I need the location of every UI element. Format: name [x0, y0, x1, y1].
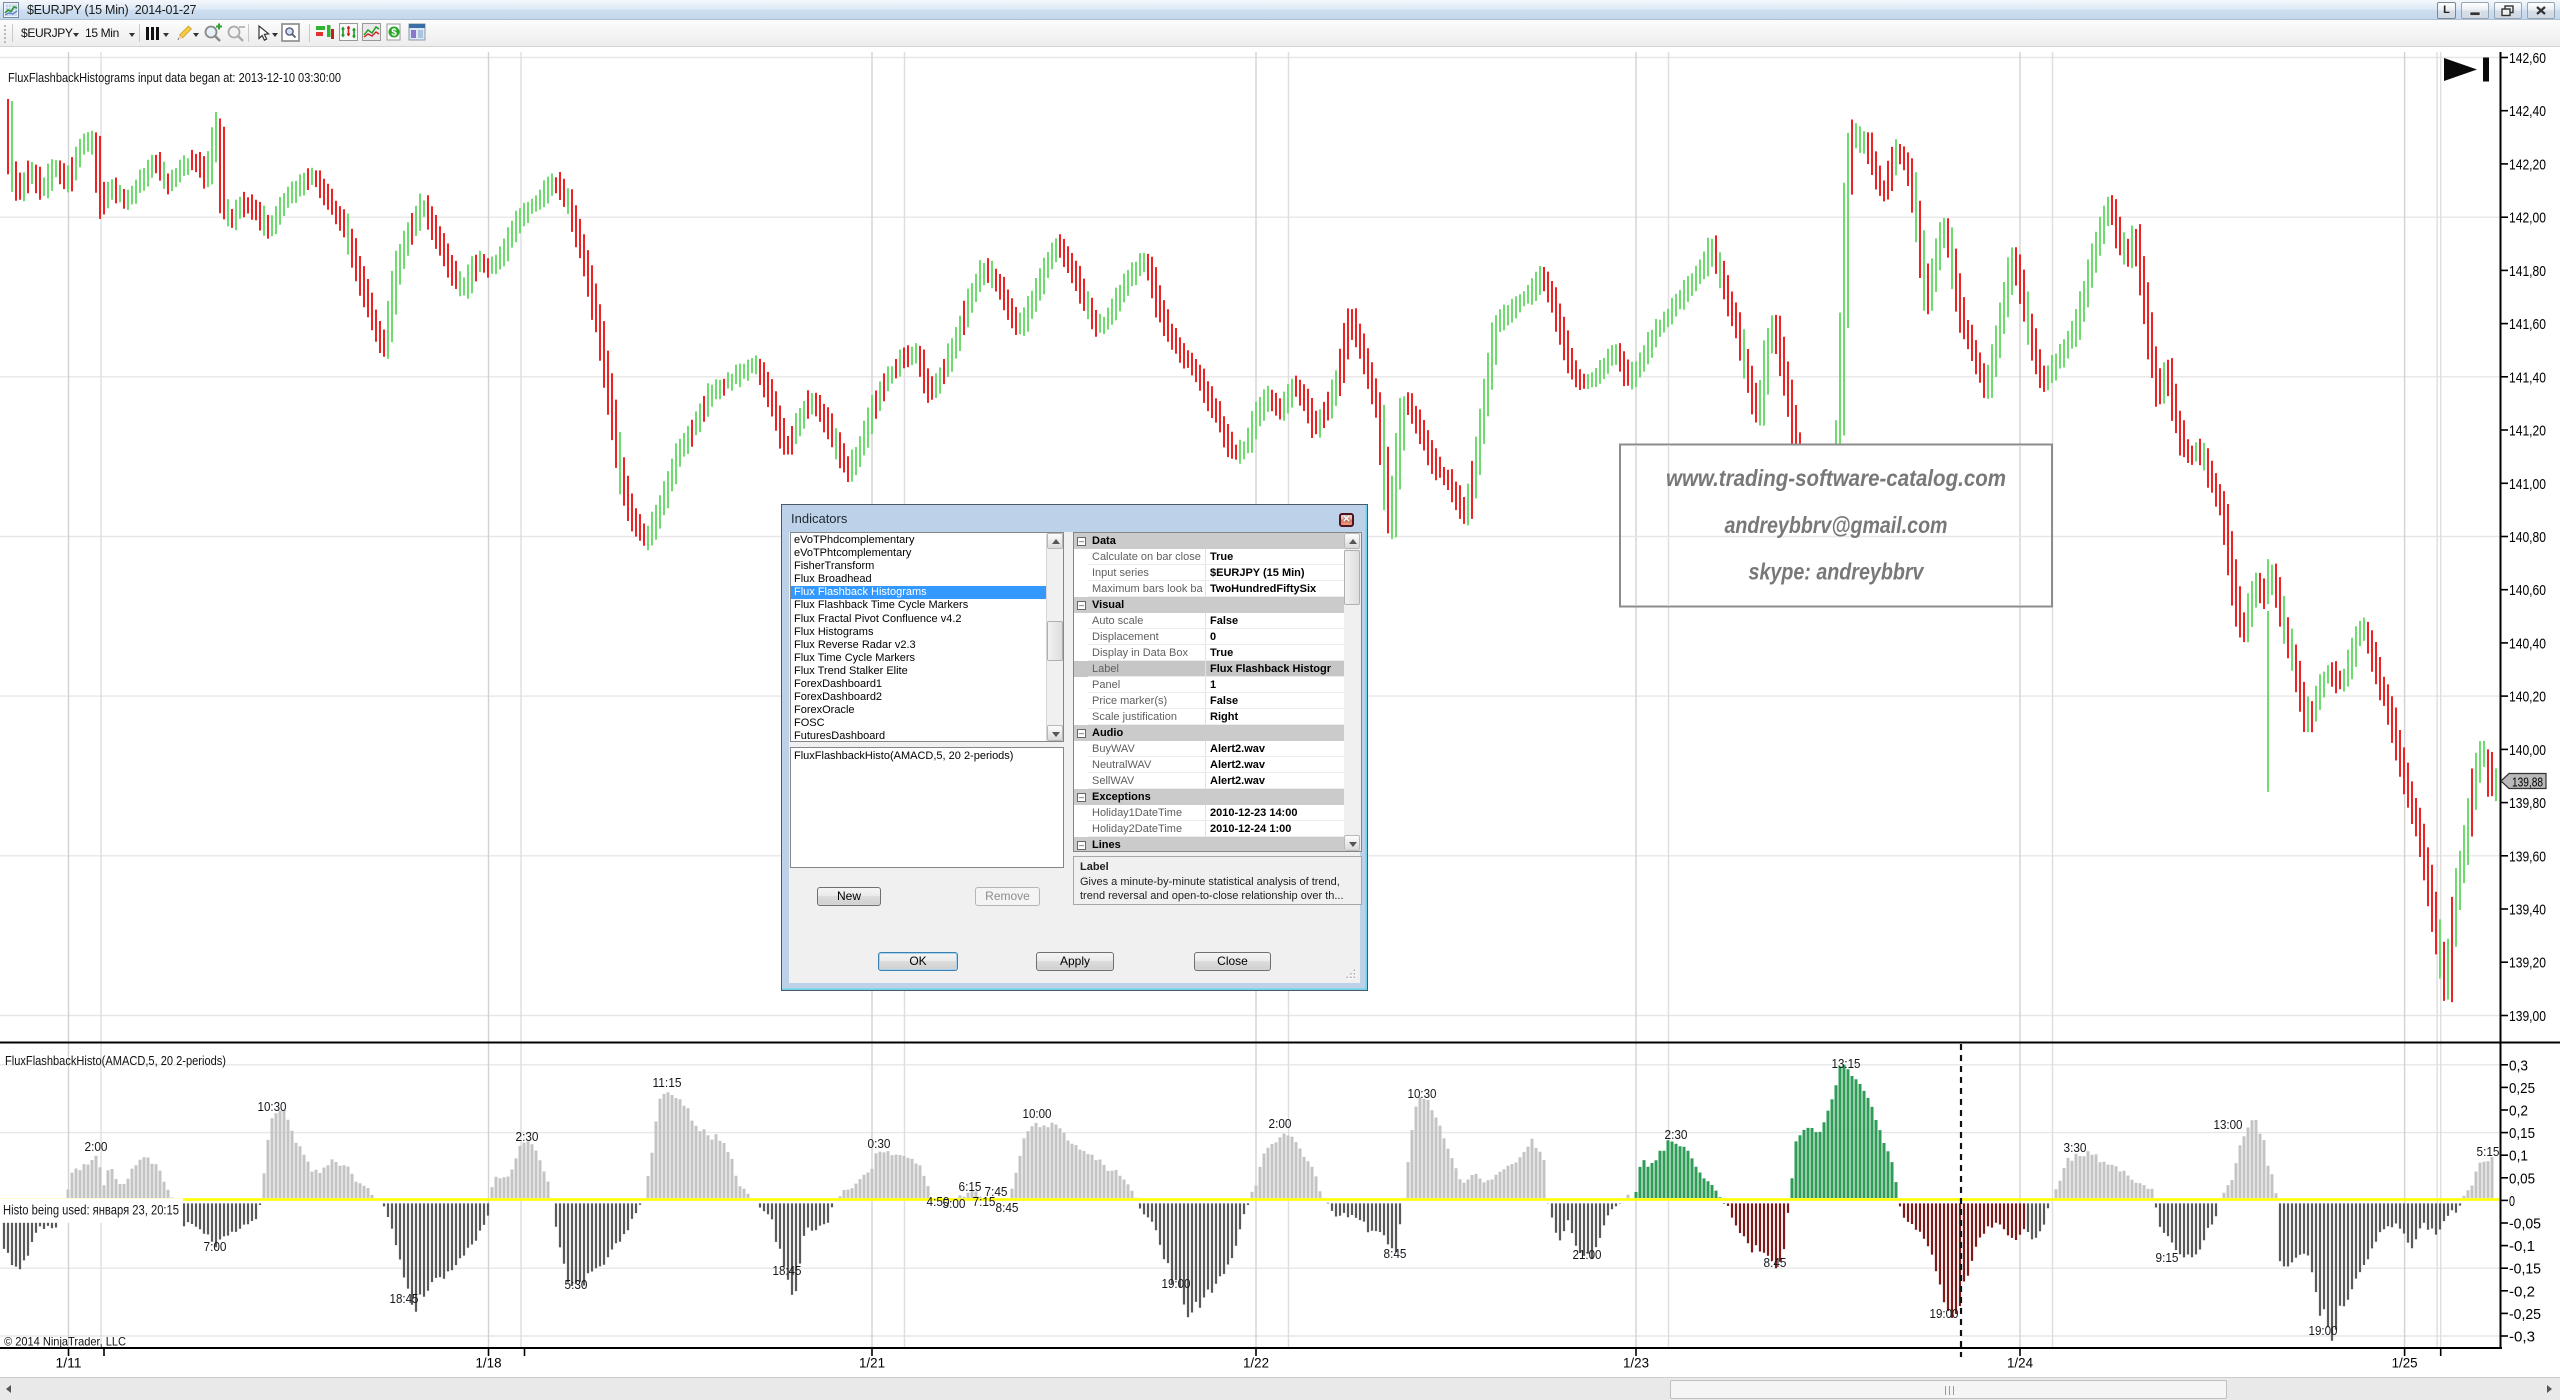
svg-text:142,60: 142,60	[2509, 50, 2546, 67]
svg-text:140,00: 140,00	[2509, 742, 2546, 759]
svg-text:2:00: 2:00	[85, 1139, 108, 1154]
svg-text:7:45: 7:45	[985, 1184, 1008, 1199]
svg-text:3:30: 3:30	[2064, 1140, 2087, 1155]
svg-text:-0,1: -0,1	[2509, 1238, 2535, 1255]
svg-text:141,60: 141,60	[2509, 316, 2546, 333]
svg-text:5:00: 5:00	[943, 1196, 966, 1211]
svg-text:139,88: 139,88	[2512, 775, 2543, 790]
svg-text:139,20: 139,20	[2509, 955, 2546, 972]
svg-text:11:15: 11:15	[653, 1075, 682, 1090]
svg-text:13:15: 13:15	[1832, 1056, 1861, 1071]
svg-text:10:00: 10:00	[1023, 1106, 1052, 1121]
svg-text:2:00: 2:00	[1269, 1116, 1292, 1131]
svg-text:4:50: 4:50	[927, 1194, 950, 1209]
svg-text:2:30: 2:30	[1665, 1127, 1688, 1142]
svg-text:5:15: 5:15	[2477, 1144, 2500, 1159]
svg-text:140,20: 140,20	[2509, 689, 2546, 706]
svg-text:1/24: 1/24	[2007, 1356, 2033, 1371]
svg-text:-0,3: -0,3	[2509, 1329, 2535, 1346]
svg-text:141,80: 141,80	[2509, 263, 2546, 280]
svg-text:1/11: 1/11	[56, 1356, 82, 1371]
svg-text:140,80: 140,80	[2509, 529, 2546, 546]
svg-text:10:30: 10:30	[258, 1099, 287, 1114]
svg-text:0,05: 0,05	[2509, 1170, 2535, 1187]
svg-text:19:00: 19:00	[1162, 1276, 1191, 1291]
svg-text:-0,25: -0,25	[2509, 1306, 2541, 1323]
svg-text:18:45: 18:45	[390, 1291, 419, 1306]
svg-text:21:00: 21:00	[1573, 1247, 1602, 1262]
svg-text:0,1: 0,1	[2509, 1148, 2528, 1165]
svg-text:1/18: 1/18	[476, 1356, 502, 1371]
svg-text:141,40: 141,40	[2509, 369, 2546, 386]
svg-text:19:00: 19:00	[2309, 1323, 2338, 1338]
svg-text:8:45: 8:45	[1764, 1255, 1787, 1270]
svg-text:0,2: 0,2	[2509, 1103, 2528, 1120]
svg-text:142,40: 142,40	[2509, 103, 2546, 120]
svg-text:www.trading-software-catalog.c: www.trading-software-catalog.com	[1666, 465, 2006, 491]
svg-text:139,40: 139,40	[2509, 902, 2546, 919]
svg-text:18:45: 18:45	[773, 1263, 802, 1278]
svg-text:-0,2: -0,2	[2509, 1283, 2535, 1300]
svg-text:0: 0	[2509, 1193, 2515, 1210]
svg-text:2:30: 2:30	[516, 1129, 539, 1144]
svg-text:1/23: 1/23	[1623, 1356, 1649, 1371]
svg-text:141,00: 141,00	[2509, 476, 2546, 493]
svg-text:139,80: 139,80	[2509, 795, 2546, 812]
svg-text:0,15: 0,15	[2509, 1125, 2535, 1142]
svg-text:7:00: 7:00	[204, 1239, 227, 1254]
svg-text:$: $	[391, 28, 397, 39]
svg-text:© 2014 NinjaTrader, LLC: © 2014 NinjaTrader, LLC	[4, 1335, 126, 1349]
svg-text:-0,15: -0,15	[2509, 1261, 2541, 1278]
svg-text:skype: andreybbrv: skype: andreybbrv	[1749, 559, 1925, 585]
svg-text:19:00: 19:00	[1930, 1306, 1959, 1321]
svg-text:5:30: 5:30	[565, 1277, 588, 1292]
svg-text:8:45: 8:45	[1384, 1246, 1407, 1261]
svg-text:1/22: 1/22	[1243, 1356, 1269, 1371]
svg-text:141,20: 141,20	[2509, 423, 2546, 440]
svg-text:0,3: 0,3	[2509, 1057, 2528, 1074]
svg-text:142,00: 142,00	[2509, 210, 2546, 227]
svg-text:Histo being used: января 23, 2: Histo being used: января 23, 20:15	[3, 1202, 179, 1218]
svg-text:139,60: 139,60	[2509, 848, 2546, 865]
svg-text:140,60: 140,60	[2509, 582, 2546, 599]
svg-text:FluxFlashbackHistograms input: FluxFlashbackHistograms input data began…	[8, 70, 341, 85]
svg-text:9:15: 9:15	[2156, 1250, 2179, 1265]
svg-text:139,00: 139,00	[2509, 1008, 2546, 1025]
svg-text:142,20: 142,20	[2509, 156, 2546, 173]
svg-text:0,25: 0,25	[2509, 1080, 2535, 1097]
svg-text:1/21: 1/21	[859, 1356, 885, 1371]
svg-text:FluxFlashbackHisto(AMACD,5, 20: FluxFlashbackHisto(AMACD,5, 20 2-periods…	[5, 1053, 226, 1068]
svg-text:-0,05: -0,05	[2509, 1216, 2541, 1233]
svg-text:6:15: 6:15	[959, 1179, 982, 1194]
svg-text:8:45: 8:45	[996, 1200, 1019, 1215]
svg-text:7:15: 7:15	[973, 1194, 996, 1209]
svg-text:13:00: 13:00	[2214, 1117, 2243, 1132]
svg-text:10:30: 10:30	[1408, 1086, 1437, 1101]
svg-text:1/25: 1/25	[2392, 1356, 2418, 1371]
svg-text:0:30: 0:30	[868, 1136, 891, 1151]
svg-text:140,40: 140,40	[2509, 635, 2546, 652]
svg-text:andreybbrv@gmail.com: andreybbrv@gmail.com	[1725, 512, 1948, 538]
